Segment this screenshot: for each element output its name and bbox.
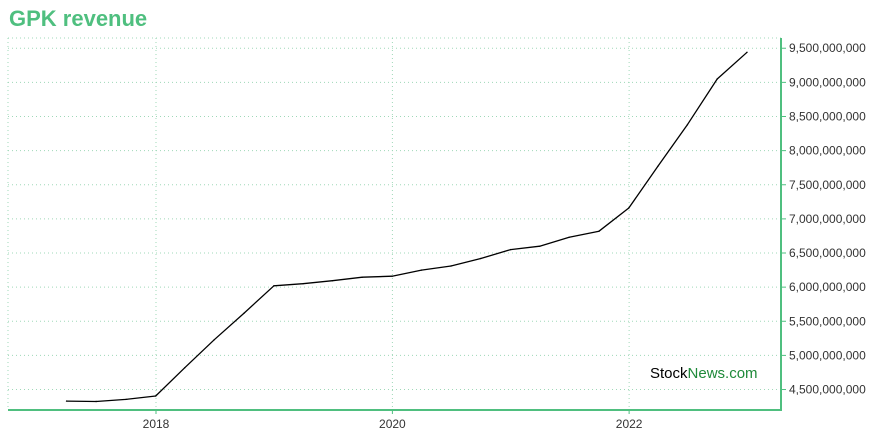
data-point: [331, 280, 334, 282]
data-point: [184, 367, 186, 369]
data-point: [361, 276, 363, 278]
y-tick-labels: 4,500,000,000 5,000,000,000 5,500,000,000 6…: [789, 41, 866, 396]
y-gridlines: [8, 37, 786, 391]
series-line-revenue: [66, 51, 748, 403]
y-tick-label: 8,500,000,000: [789, 109, 866, 123]
x-gridlines: [7, 38, 630, 414]
data-point: [598, 230, 600, 232]
y-tick-label: 4,500,000,000: [789, 383, 866, 397]
data-point: [657, 165, 659, 167]
data-point: [391, 275, 393, 277]
data-point: [65, 400, 68, 402]
data-point: [273, 285, 275, 287]
axes: [8, 38, 782, 411]
y-tick-label: 8,000,000,000: [789, 144, 866, 158]
x-tick-label: 2018: [143, 417, 170, 431]
data-point: [628, 207, 630, 209]
data-point: [746, 51, 748, 53]
watermark-part-stock: Stock: [650, 365, 688, 382]
stocknews-watermark[interactable]: StockNews.com: [650, 365, 758, 382]
data-point: [568, 236, 570, 238]
series-group: [65, 51, 748, 403]
y-tick-label: 9,000,000,000: [789, 75, 866, 89]
watermark-part-com: .com: [725, 365, 758, 382]
data-point: [95, 400, 97, 403]
y-tick-label: 6,000,000,000: [789, 280, 866, 294]
y-tick-label: 5,500,000,000: [789, 314, 866, 328]
data-point: [509, 248, 512, 251]
data-point: [480, 257, 482, 260]
data-point: [686, 124, 689, 126]
data-point: [125, 398, 127, 401]
data-point: [420, 269, 423, 271]
y-tick-label: 7,000,000,000: [789, 212, 866, 226]
data-point: [539, 245, 541, 247]
x-tick-label: 2022: [616, 417, 643, 431]
y-tick-label: 5,000,000,000: [789, 348, 866, 362]
y-tick-label: 6,500,000,000: [789, 246, 866, 260]
chart-title: GPK revenue: [9, 6, 148, 31]
data-point: [302, 283, 304, 285]
data-point: [716, 78, 718, 80]
data-point: [450, 265, 452, 267]
data-point: [155, 395, 157, 397]
data-point: [213, 339, 215, 341]
y-tick-label: 7,500,000,000: [789, 178, 866, 192]
y-tick-label: 9,500,000,000: [789, 41, 866, 55]
x-tick-label: 2020: [379, 417, 406, 431]
data-point: [243, 312, 245, 314]
x-tick-labels: 2018 2020 2022: [143, 417, 643, 431]
watermark-part-news: News: [687, 365, 726, 382]
